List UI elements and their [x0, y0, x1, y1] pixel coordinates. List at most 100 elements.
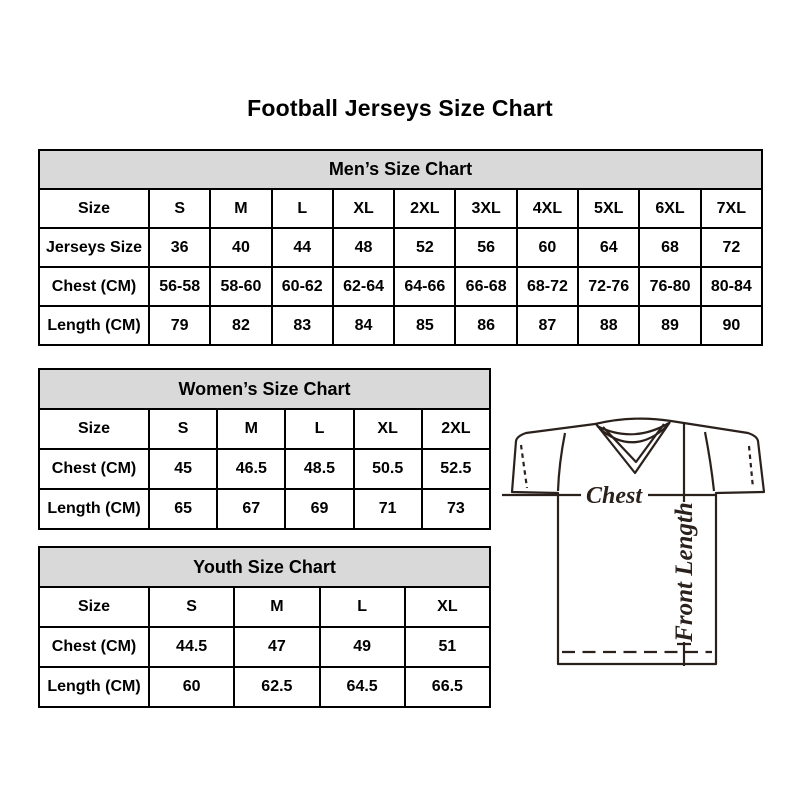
value-cell: 40 [209, 227, 273, 268]
row-label-cell: Chest (CM) [38, 626, 150, 668]
column-header-cell: L [284, 408, 355, 450]
value-cell: 62-64 [331, 266, 396, 307]
value-cell: 84 [331, 305, 396, 346]
value-cell: 48 [331, 227, 396, 268]
column-header-cell: M [209, 188, 273, 229]
youth-size-table: Youth Size Chart Size S M L XL Chest (CM) 44.5… [38, 546, 492, 708]
collar-v-inner [602, 423, 665, 464]
row-label-cell: Jerseys Size [38, 227, 150, 268]
value-cell: 48.5 [284, 448, 355, 490]
column-header-cell: Size [38, 586, 150, 628]
womens-table-title: Women’s Size Chart [38, 368, 491, 410]
value-cell: 79 [147, 305, 212, 346]
value-cell: 45 [147, 448, 219, 490]
mens-table-title: Men’s Size Chart [38, 149, 763, 190]
value-cell: 76-80 [638, 266, 702, 307]
column-header-cell: S [147, 586, 236, 628]
column-header-cell: XL [352, 408, 423, 450]
left-cuff-stitch [519, 444, 529, 489]
page-title: Football Jerseys Size Chart [247, 95, 553, 121]
value-cell: 71 [352, 488, 423, 530]
size-table-row: Size S M L XL [38, 586, 492, 628]
value-cell: 69 [284, 488, 355, 530]
value-cell: 80-84 [699, 266, 764, 307]
jersey-diagram: Chest Front Length [502, 417, 766, 666]
value-cell: 64-66 [393, 266, 457, 307]
row-label-cell: Length (CM) [38, 488, 150, 530]
value-cell: 64 [577, 227, 641, 268]
value-cell: 49 [318, 626, 406, 668]
size-table-row: Chest (CM) 45 46.5 48.5 50.5 52.5 [38, 448, 492, 490]
size-table-row: Length (CM) 60 62.5 64.5 66.5 [38, 666, 492, 708]
collar-v-outer [595, 421, 671, 475]
column-header-cell: 5XL [577, 188, 641, 229]
mens-size-table: Men’s Size Chart Size S M L XL 2XL 3XL 4XL 5XL 6X… [38, 149, 764, 346]
value-cell: 52 [393, 227, 457, 268]
value-cell: 82 [209, 305, 273, 346]
right-sleeve-seam [703, 431, 716, 492]
table-title-row: Women’s Size Chart [38, 368, 491, 410]
column-header-cell: 7XL [699, 188, 764, 229]
column-header-cell: 6XL [638, 188, 702, 229]
size-table-row: Size S M L XL 2XL [38, 408, 492, 450]
value-cell: 89 [638, 305, 702, 346]
column-header-cell: Size [38, 188, 150, 229]
value-cell: 50.5 [352, 448, 423, 490]
size-table-row: Length (CM) 79 82 83 84 85 86 87 88 89 90 [38, 305, 764, 346]
value-cell: 72 [699, 227, 764, 268]
column-header-cell: Size [38, 408, 150, 450]
size-table-row: Size S M L XL 2XL 3XL 4XL 5XL 6XL 7XL [38, 188, 764, 229]
row-label-cell: Length (CM) [38, 666, 150, 708]
column-header-cell: 2XL [420, 408, 492, 450]
value-cell: 90 [699, 305, 764, 346]
value-cell: 56-58 [147, 266, 212, 307]
value-cell: 47 [233, 626, 321, 668]
table-title-row: Youth Size Chart [38, 546, 491, 588]
value-cell: 58-60 [209, 266, 273, 307]
row-label-cell: Chest (CM) [38, 448, 150, 490]
column-header-cell: S [147, 188, 212, 229]
collar-back-curve-2 [599, 425, 668, 444]
value-cell: 44 [270, 227, 334, 268]
youth-table-title: Youth Size Chart [38, 546, 491, 588]
chest-label: Chest [586, 483, 643, 509]
value-cell: 62.5 [233, 666, 321, 708]
column-header-cell: L [270, 188, 334, 229]
value-cell: 87 [515, 305, 580, 346]
value-cell: 86 [454, 305, 518, 346]
value-cell: 52.5 [420, 448, 492, 490]
value-cell: 60 [147, 666, 236, 708]
value-cell: 85 [393, 305, 457, 346]
row-label-cell: Length (CM) [38, 305, 150, 346]
value-cell: 68 [638, 227, 702, 268]
left-sleeve-seam [556, 432, 567, 492]
value-cell: 44.5 [147, 626, 236, 668]
size-table-row: Jerseys Size 36 40 44 48 52 56 60 64 68 72 [38, 227, 764, 268]
value-cell: 65 [147, 488, 219, 530]
value-cell: 66.5 [403, 666, 492, 708]
value-cell: 51 [403, 626, 492, 668]
value-cell: 73 [420, 488, 492, 530]
column-header-cell: 4XL [515, 188, 580, 229]
column-header-cell: M [216, 408, 287, 450]
front-length-label: Front Length [671, 502, 698, 643]
size-table-row: Chest (CM) 56-58 58-60 60-62 62-64 64-66 66-68… [38, 266, 764, 307]
value-cell: 56 [454, 227, 518, 268]
value-cell: 60-62 [270, 266, 334, 307]
value-cell: 83 [270, 305, 334, 346]
column-header-cell: 3XL [454, 188, 518, 229]
size-table-row: Length (CM) 65 67 69 71 73 [38, 488, 492, 530]
value-cell: 64.5 [318, 666, 406, 708]
table-title-row: Men’s Size Chart [38, 149, 763, 190]
jersey-outline-shape [510, 417, 766, 666]
right-cuff-stitch [747, 445, 755, 489]
column-header-cell: XL [403, 586, 492, 628]
value-cell: 60 [515, 227, 580, 268]
column-header-cell: 2XL [393, 188, 457, 229]
womens-size-table: Women’s Size Chart Size S M L XL 2XL Chest (CM… [38, 368, 492, 530]
value-cell: 66-68 [454, 266, 518, 307]
row-label-cell: Chest (CM) [38, 266, 150, 307]
value-cell: 36 [147, 227, 212, 268]
column-header-cell: S [147, 408, 219, 450]
